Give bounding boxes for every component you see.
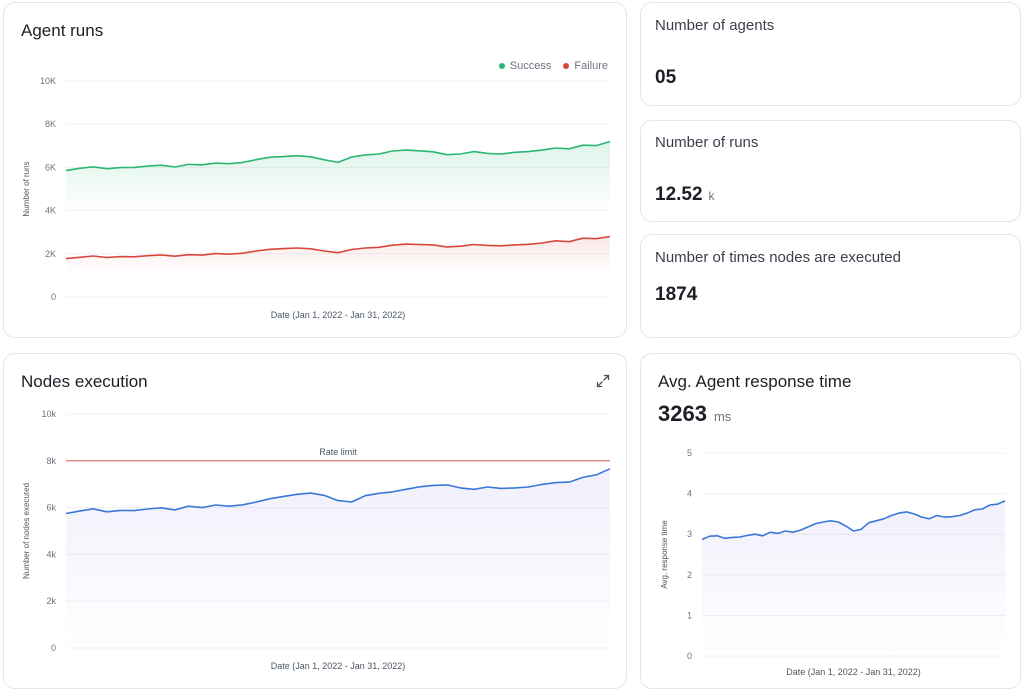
series-line bbox=[65, 235, 611, 260]
series-area bbox=[66, 468, 610, 648]
y-tick-label: 0 bbox=[687, 651, 692, 661]
y-tick-label: 10k bbox=[41, 409, 56, 419]
y-tick-label: 2K bbox=[45, 249, 56, 259]
y-axis-label: Number of runs bbox=[22, 161, 31, 216]
y-tick-label: 2k bbox=[46, 596, 56, 606]
response-time-chart: 0 1 2 3 4 5 Avg. response time Date (Jan 1, 202… bbox=[660, 448, 1006, 677]
response-time-title: Avg. Agent response time bbox=[658, 372, 852, 391]
failure-dot-icon bbox=[563, 63, 570, 69]
y-tick-label: 1 bbox=[687, 610, 692, 620]
y-axis-label: Avg. response time bbox=[660, 520, 669, 589]
nodes-execution-title: Nodes execution bbox=[21, 372, 148, 391]
series-line bbox=[65, 140, 611, 172]
series-area bbox=[702, 500, 1005, 656]
y-tick-label: 5 bbox=[687, 448, 692, 458]
agent-runs-card: Agent runs Success Failure 0 2K 4K 6K 8K 10K N… bbox=[3, 2, 627, 338]
series-line bbox=[65, 468, 611, 515]
legend-failure[interactable]: Failure bbox=[563, 60, 608, 72]
x-axis-label: Date (Jan 1, 2022 - Jan 31, 2022) bbox=[786, 667, 921, 677]
y-tick-label: 0 bbox=[51, 643, 56, 653]
x-axis-label: Date (Jan 1, 2022 - Jan 31, 2022) bbox=[271, 661, 406, 671]
agents-stat-card: Number of agents 05 bbox=[640, 2, 1021, 106]
agent-runs-legend: Success Failure bbox=[498, 60, 608, 72]
success-dot-icon bbox=[498, 63, 505, 69]
y-tick-label: 8k bbox=[46, 456, 56, 466]
legend-success-label: Success bbox=[509, 60, 552, 72]
series-line bbox=[701, 500, 1006, 541]
y-tick-label: 4K bbox=[45, 206, 56, 216]
runs-stat-number: 12.52 bbox=[655, 184, 703, 205]
y-tick-label: 2 bbox=[687, 570, 692, 580]
series-area bbox=[66, 236, 610, 275]
agents-stat-title: Number of agents bbox=[655, 17, 775, 34]
agents-stat-value: 05 bbox=[655, 67, 677, 88]
node-exec-stat-value: 1874 bbox=[655, 284, 698, 305]
runs-stat-card: Number of runs 12.52 k bbox=[640, 120, 1021, 222]
runs-stat-title: Number of runs bbox=[655, 134, 759, 151]
runs-stat-value: 12.52 k bbox=[655, 184, 715, 206]
rate-limit-label: Rate limit bbox=[319, 447, 357, 457]
y-tick-label: 6k bbox=[46, 503, 56, 513]
legend-success[interactable]: Success bbox=[498, 60, 552, 72]
y-tick-label: 8K bbox=[45, 119, 56, 129]
y-tick-label: 10K bbox=[40, 76, 56, 86]
agent-runs-chart: 0 2K 4K 6K 8K 10K Number of runs Date (Jan 1, 2… bbox=[22, 76, 611, 320]
series-area bbox=[66, 141, 610, 213]
y-tick-label: 4k bbox=[46, 549, 56, 559]
y-tick-label: 0 bbox=[51, 292, 56, 302]
nodes-execution-chart: 0 2k 4k 6k 8k 10k Number of nodes executed Date… bbox=[22, 409, 611, 671]
legend-failure-label: Failure bbox=[574, 60, 608, 72]
agent-runs-title: Agent runs bbox=[21, 21, 104, 40]
response-time-unit: ms bbox=[713, 409, 732, 424]
x-axis-label: Date (Jan 1, 2022 - Jan 31, 2022) bbox=[271, 310, 406, 320]
response-time-card: Avg. Agent response time 3263 ms 0 1 2 3 4 5 Av… bbox=[640, 353, 1021, 689]
y-axis-label: Number of nodes executed bbox=[22, 483, 31, 579]
y-tick-label: 3 bbox=[687, 529, 692, 539]
y-tick-label: 4 bbox=[687, 489, 692, 499]
node-exec-stat-title: Number of times nodes are executed bbox=[655, 249, 901, 266]
expand-icon[interactable] bbox=[596, 374, 610, 388]
response-time-number: 3263 bbox=[658, 401, 707, 426]
runs-stat-unit: k bbox=[708, 189, 715, 203]
y-tick-label: 6K bbox=[45, 162, 56, 172]
node-exec-stat-card: Number of times nodes are executed 1874 bbox=[640, 234, 1021, 338]
response-time-value: 3263 ms bbox=[658, 401, 731, 427]
nodes-execution-card: Nodes execution 0 2k 4k 6k 8k 10k Number of no… bbox=[3, 353, 627, 689]
